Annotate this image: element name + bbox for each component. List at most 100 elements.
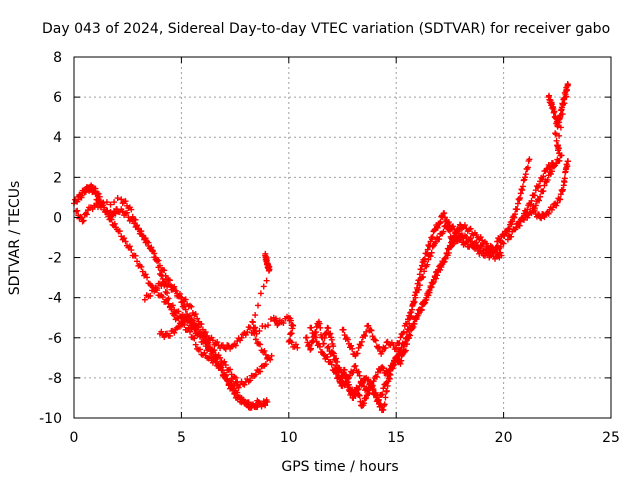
data-point	[347, 372, 354, 379]
data-point	[222, 372, 229, 379]
data-point	[528, 197, 535, 204]
data-point	[544, 176, 551, 183]
data-point	[227, 366, 234, 373]
data-point	[543, 166, 550, 173]
data-point	[561, 175, 568, 182]
data-point	[380, 385, 387, 392]
x-tick-label: 10	[280, 430, 298, 446]
data-point	[93, 200, 100, 207]
data-point	[400, 329, 407, 336]
data-point	[541, 182, 548, 189]
data-point	[436, 220, 443, 227]
data-point	[378, 392, 385, 399]
data-point	[114, 195, 121, 202]
data-point	[257, 341, 264, 348]
data-point	[412, 294, 419, 301]
data-point	[252, 371, 259, 378]
data-point	[365, 376, 372, 383]
data-point	[524, 214, 531, 221]
y-tick-label: 4	[53, 130, 62, 146]
data-point	[522, 174, 529, 181]
plot-frame	[73, 56, 612, 419]
data-point	[553, 137, 560, 144]
data-point	[479, 243, 486, 250]
data-point	[265, 322, 272, 329]
data-point	[264, 354, 271, 361]
data-point	[354, 369, 361, 376]
data-point	[191, 320, 198, 327]
data-point	[532, 187, 539, 194]
data-point	[328, 361, 335, 368]
data-point	[416, 282, 423, 289]
data-point	[197, 346, 204, 353]
data-point	[521, 216, 528, 223]
data-point	[234, 389, 241, 396]
data-point	[536, 197, 543, 204]
x-tick-label: 5	[177, 430, 186, 446]
series-track-6	[249, 250, 301, 351]
data-point	[250, 319, 256, 326]
data-point	[307, 345, 314, 352]
data-point	[365, 390, 372, 397]
data-point	[77, 213, 84, 220]
data-point	[403, 320, 410, 327]
data-point	[354, 350, 361, 357]
data-point	[408, 309, 415, 316]
data-point	[496, 254, 503, 261]
data-point	[429, 234, 436, 241]
data-point	[154, 256, 161, 263]
data-point	[221, 358, 228, 365]
y-tick-label: -4	[48, 291, 62, 307]
data-point	[548, 168, 555, 175]
data-point	[268, 352, 275, 359]
data-point	[161, 267, 168, 274]
data-point	[252, 402, 259, 409]
data-point	[438, 264, 445, 271]
data-point	[352, 362, 359, 369]
data-point	[396, 340, 403, 347]
data-point	[459, 232, 466, 239]
data-point	[445, 219, 452, 226]
data-point	[247, 377, 254, 384]
data-point	[357, 342, 364, 349]
data-point	[123, 209, 130, 216]
data-point	[234, 378, 241, 385]
data-point	[185, 315, 192, 322]
data-point	[379, 348, 386, 355]
data-point	[350, 390, 357, 397]
x-tick-label: 0	[70, 430, 79, 446]
data-point	[92, 185, 99, 192]
data-point	[316, 320, 323, 327]
data-point	[116, 228, 123, 235]
data-point	[89, 206, 96, 213]
data-point	[411, 320, 418, 327]
data-point	[264, 398, 271, 405]
data-point	[418, 306, 425, 313]
data-point	[138, 263, 145, 270]
data-point	[134, 258, 141, 265]
y-tick-label: -2	[48, 251, 62, 267]
data-point	[186, 328, 193, 335]
data-point	[511, 214, 518, 221]
data-point	[325, 343, 332, 350]
data-point	[195, 324, 202, 331]
data-point	[527, 209, 534, 216]
data-point	[420, 274, 427, 281]
data-point	[144, 238, 151, 245]
data-point	[376, 396, 383, 403]
data-point	[191, 335, 198, 342]
data-point	[390, 341, 397, 348]
data-point	[355, 386, 362, 393]
data-point	[421, 300, 428, 307]
data-point	[355, 368, 362, 375]
data-point	[512, 211, 519, 218]
data-point	[111, 199, 118, 206]
data-point	[552, 131, 559, 138]
data-point	[262, 361, 269, 368]
y-tick-label: 6	[53, 90, 62, 106]
data-point	[443, 250, 450, 257]
data-point	[559, 111, 566, 118]
data-point	[436, 236, 443, 243]
y-tick-label: 8	[53, 50, 62, 66]
data-point	[374, 344, 381, 351]
